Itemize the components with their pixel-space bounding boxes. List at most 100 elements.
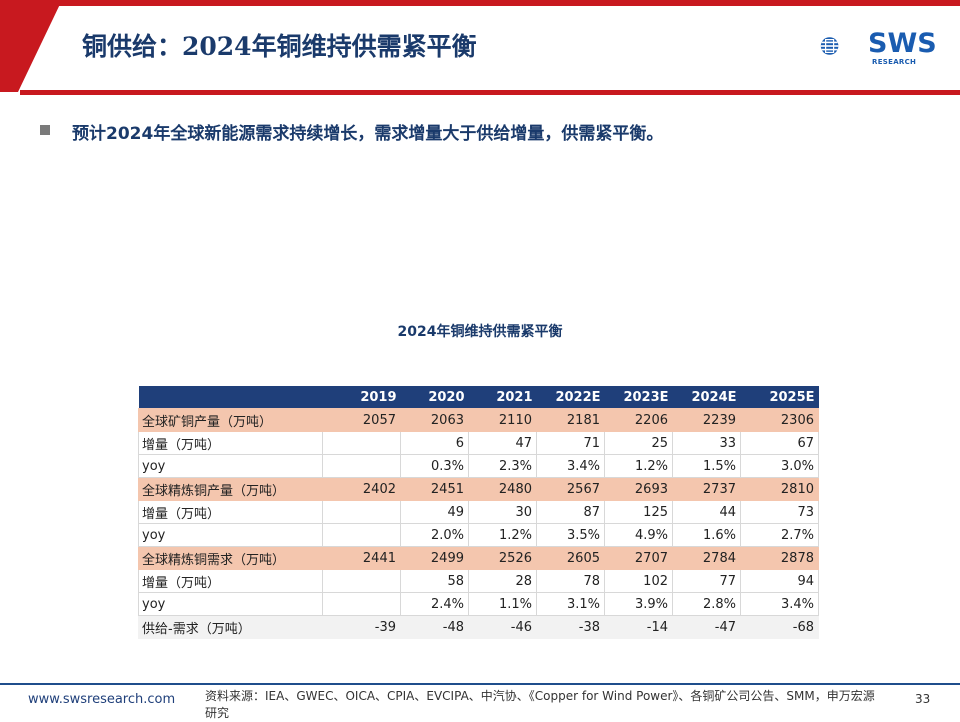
table-cell: 2402 [322, 477, 401, 501]
header-cell-year: 2023E [604, 386, 673, 409]
header-divider [20, 90, 960, 95]
table-cell: 2784 [672, 546, 741, 570]
table-cell: 3.4% [536, 454, 605, 478]
table-cell: 28 [468, 569, 537, 593]
table-cell: 3.4% [740, 592, 819, 616]
table-row: 全球精炼铜需求（万吨） 2441 2499 2526 2605 2707 2784 2878 [138, 546, 819, 570]
table-cell: 2.3% [468, 454, 537, 478]
table-row: yoy 2.4% 1.1% 3.1% 3.9% 2.8% 3.4% [138, 592, 819, 616]
table-cell [322, 500, 401, 524]
header-cell-year: 2020 [400, 386, 469, 409]
row-label: 全球精炼铜需求（万吨） [138, 546, 323, 570]
table-cell: 2451 [400, 477, 469, 501]
row-label: 增量（万吨） [138, 431, 323, 455]
header-cell-year: 2022E [536, 386, 605, 409]
table-cell: 4.9% [604, 523, 673, 547]
table-cell: 1.1% [468, 592, 537, 616]
row-label: 全球精炼铜产量（万吨） [138, 477, 323, 501]
table-cell: -48 [400, 615, 469, 639]
table-cell: 67 [740, 431, 819, 455]
table-cell: 2.4% [400, 592, 469, 616]
table-cell: -14 [604, 615, 673, 639]
table-cell: 2063 [400, 408, 469, 432]
footer-url-link[interactable]: www.swsresearch.com [28, 692, 176, 707]
table-cell: 44 [672, 500, 741, 524]
table-cell [322, 592, 401, 616]
table-cell: 2110 [468, 408, 537, 432]
table-cell: 2605 [536, 546, 605, 570]
bullet-text: 预计2024年全球新能源需求持续增长，需求增量大于供给增量，供需紧平衡。 [72, 124, 664, 144]
row-label: 供给-需求（万吨） [138, 615, 323, 639]
table-header-row: 2019 2020 2021 2022E 2023E 2024E 2025E [138, 386, 819, 409]
table-cell: 33 [672, 431, 741, 455]
header-accent-bar [0, 0, 960, 6]
table-cell [322, 431, 401, 455]
row-label: 增量（万吨） [138, 500, 323, 524]
table-cell [322, 569, 401, 593]
table-cell: 3.0% [740, 454, 819, 478]
table-cell: 2810 [740, 477, 819, 501]
table-cell: 3.1% [536, 592, 605, 616]
row-label: 全球矿铜产量（万吨） [138, 408, 323, 432]
table-cell: 73 [740, 500, 819, 524]
table-row: 增量（万吨） 6 47 71 25 33 67 [138, 431, 819, 455]
table-cell: -46 [468, 615, 537, 639]
table-cell: 2441 [322, 546, 401, 570]
table-cell: 0.3% [400, 454, 469, 478]
table-cell: 2306 [740, 408, 819, 432]
table-cell: 2181 [536, 408, 605, 432]
table-cell: 2.8% [672, 592, 741, 616]
table-row: yoy 0.3% 2.3% 3.4% 1.2% 1.5% 3.0% [138, 454, 819, 478]
logo-wordmark: SWS [868, 28, 937, 59]
footer-source: 资料来源：IEA、GWEC、OICA、CPIA、EVCIPA、中汽协、《Copp… [205, 689, 875, 720]
table-cell: 6 [400, 431, 469, 455]
table-cell: 1.5% [672, 454, 741, 478]
table-cell: 2693 [604, 477, 673, 501]
table-cell: 2499 [400, 546, 469, 570]
table-cell: 2526 [468, 546, 537, 570]
table-cell: 2239 [672, 408, 741, 432]
table-cell: 102 [604, 569, 673, 593]
table-cell: 3.9% [604, 592, 673, 616]
table-cell: 2480 [468, 477, 537, 501]
table-cell: 2878 [740, 546, 819, 570]
header-cell-year: 2025E [740, 386, 819, 409]
logo-subtitle: RESEARCH [872, 58, 917, 66]
table-cell: 1.2% [604, 454, 673, 478]
table-cell: 2206 [604, 408, 673, 432]
table-cell: 3.5% [536, 523, 605, 547]
table-cell: 49 [400, 500, 469, 524]
page-number: 33 [915, 692, 931, 706]
table-cell: -38 [536, 615, 605, 639]
table-row: 供给-需求（万吨） -39 -48 -46 -38 -14 -47 -68 [138, 615, 819, 639]
table-row: 全球精炼铜产量（万吨） 2402 2451 2480 2567 2693 2737 2810 [138, 477, 819, 501]
table-cell: 2737 [672, 477, 741, 501]
table-cell: -39 [322, 615, 401, 639]
row-label: yoy [138, 592, 323, 616]
table-cell: 2707 [604, 546, 673, 570]
header-cell-label [138, 386, 323, 409]
table-cell: 30 [468, 500, 537, 524]
table-cell: 47 [468, 431, 537, 455]
row-label: yoy [138, 454, 323, 478]
table-cell: 77 [672, 569, 741, 593]
table-cell: 87 [536, 500, 605, 524]
table-cell [322, 523, 401, 547]
table-cell: -68 [740, 615, 819, 639]
table-cell: 58 [400, 569, 469, 593]
table-cell: 2.0% [400, 523, 469, 547]
table-cell: 1.6% [672, 523, 741, 547]
table-row: 全球矿铜产量（万吨） 2057 2063 2110 2181 2206 2239 2306 [138, 408, 819, 432]
table-body: 全球矿铜产量（万吨） 2057 2063 2110 2181 2206 2239 2306 增量… [138, 408, 819, 639]
header-cell-year: 2019 [322, 386, 401, 409]
row-label: 增量（万吨） [138, 569, 323, 593]
sws-logo-icon [820, 37, 839, 55]
table-cell: 2.7% [740, 523, 819, 547]
table-cell: 2567 [536, 477, 605, 501]
row-label: yoy [138, 523, 323, 547]
header-panel [28, 6, 960, 90]
table-cell: 125 [604, 500, 673, 524]
footer-divider [0, 683, 960, 685]
table-row: 增量（万吨） 49 30 87 125 44 73 [138, 500, 819, 524]
table-row: 增量（万吨） 58 28 78 102 77 94 [138, 569, 819, 593]
